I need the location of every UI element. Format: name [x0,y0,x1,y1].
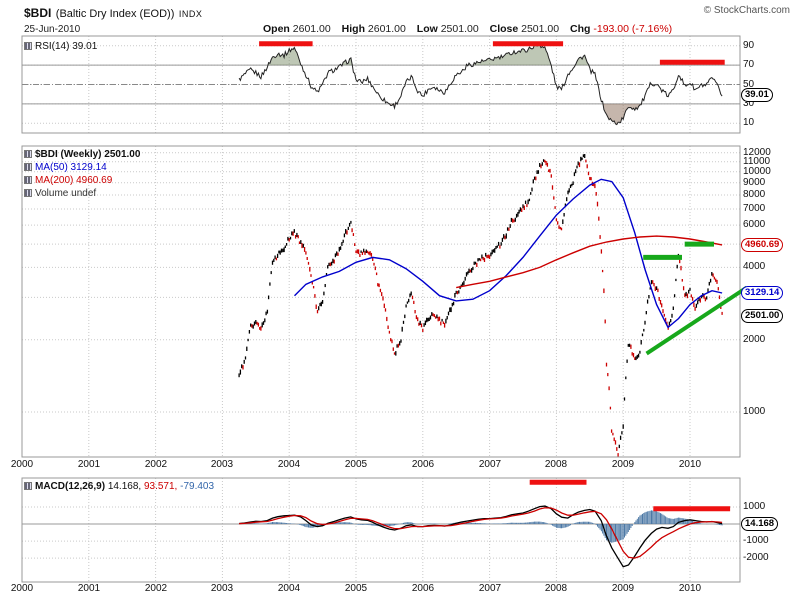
symbol-name: (Baltic Dry Index (EOD)) [55,8,175,20]
macd-series [238,505,723,568]
open-label: Open [263,23,290,35]
price-legend-volume: Volume undef [24,188,96,200]
price-series-icon [24,150,32,158]
chart-title: $BDI (Baltic Dry Index (EOD)) INDX [24,4,202,22]
quote-chg: Chg -193.00 (-7.16%) [570,23,672,35]
price-legend-ma200: MA(200) 4960.69 [24,175,112,187]
high-value: 2601.00 [367,23,406,35]
macd-indicator-icon [24,482,32,490]
quote-row: Open 2601.00 High 2601.00 Low 2501.00 Cl… [263,23,680,35]
symbol: $BDI [24,6,52,20]
chg-value: -193.00 (-7.16%) [593,23,673,35]
quote-open: Open 2601.00 [263,23,331,35]
price-series [238,154,723,457]
ma200-line-icon [24,176,32,184]
annotations-layer [259,41,748,512]
low-value: 2501.00 [440,23,479,35]
low-label: Low [416,23,438,35]
rsi-series [238,43,723,126]
macd-signal-value: 93.571, [143,481,178,492]
high-label: High [341,23,365,35]
volume-bars-icon [24,189,32,197]
price-legend-main: $BDI (Weekly) 2501.00 [24,149,140,161]
macd-legend-label: MACD(12,26,9) [35,481,106,492]
price-legend-label: $BDI (Weekly) 2501.00 [35,149,141,160]
macd-legend: MACD(12,26,9) 14.168, 93.571, -79.403 [24,481,214,493]
ma200-legend-label: MA(200) 4960.69 [35,175,113,186]
quote-close: Close 2501.00 [490,23,559,35]
rsi-legend-value: 39.01 [72,41,98,52]
volume-legend-label: Volume undef [35,188,97,199]
rsi-legend: RSI(14) 39.01 [24,41,97,53]
grid-layer [21,35,741,583]
rsi-legend-label: RSI(14) [35,41,70,52]
ma50-line-icon [24,163,32,171]
macd-line-value: 14.168, [107,481,142,492]
rsi-indicator-icon [24,42,32,50]
macd-hist-value: -79.403 [180,481,215,492]
copyright: © StockCharts.com [703,5,790,16]
close-label: Close [489,23,519,35]
quote-low: Low 2501.00 [417,23,479,35]
ma50-legend-label: MA(50) 3129.14 [35,162,107,173]
open-value: 2601.00 [292,23,331,35]
chg-label: Chg [570,23,591,35]
price-legend-ma50: MA(50) 3129.14 [24,162,107,174]
exchange-tag: INDX [178,9,203,19]
close-value: 2501.00 [521,23,560,35]
chart-date: 25-Jun-2010 [24,24,81,35]
quote-high: High 2601.00 [342,23,406,35]
